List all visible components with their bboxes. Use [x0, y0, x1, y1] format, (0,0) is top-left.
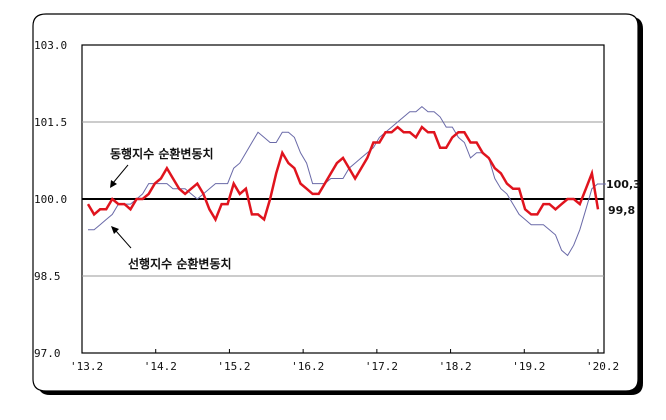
x-tick-label: '16.2: [291, 360, 324, 373]
arrow-head-icon: [110, 180, 117, 188]
annotation-coincident-label: 동행지수 순환변동치: [110, 146, 214, 161]
series-leading-index-line: [88, 105, 599, 257]
y-tick-label: 103.0: [34, 39, 67, 52]
y-tick-label: 100.0: [34, 193, 67, 206]
annotation-leading-label: 선행지수 순환변동치: [128, 256, 232, 271]
y-tick-label: 97.0: [34, 347, 61, 360]
end-label-leading: 100,3: [606, 178, 641, 191]
annotation-coincident-arrow: [112, 164, 129, 184]
arrow-head-icon: [111, 226, 119, 234]
x-tick-label: '17.2: [365, 360, 398, 373]
y-tick-label: 98.5: [34, 270, 61, 283]
x-axis: '13.2 '14.2 '15.2 '16.2 '17.2 '18.2 '19.2 '20.2: [70, 349, 619, 373]
series-coincident-index-line: [86, 125, 600, 223]
x-tick-label: '18.2: [439, 360, 472, 373]
x-tick-label: '13.2: [70, 360, 103, 373]
end-label-coincident: 99,8: [608, 204, 635, 217]
annotation-leading-arrow: [115, 230, 132, 249]
x-tick-label: '19.2: [512, 360, 545, 373]
x-tick-label: '15.2: [217, 360, 250, 373]
x-tick-label: '14.2: [144, 360, 177, 373]
y-tick-label: 101.5: [34, 116, 67, 129]
y-axis: 103.0 101.5 100.0 98.5 97.0: [34, 39, 67, 360]
x-tick-label: '20.2: [586, 360, 619, 373]
